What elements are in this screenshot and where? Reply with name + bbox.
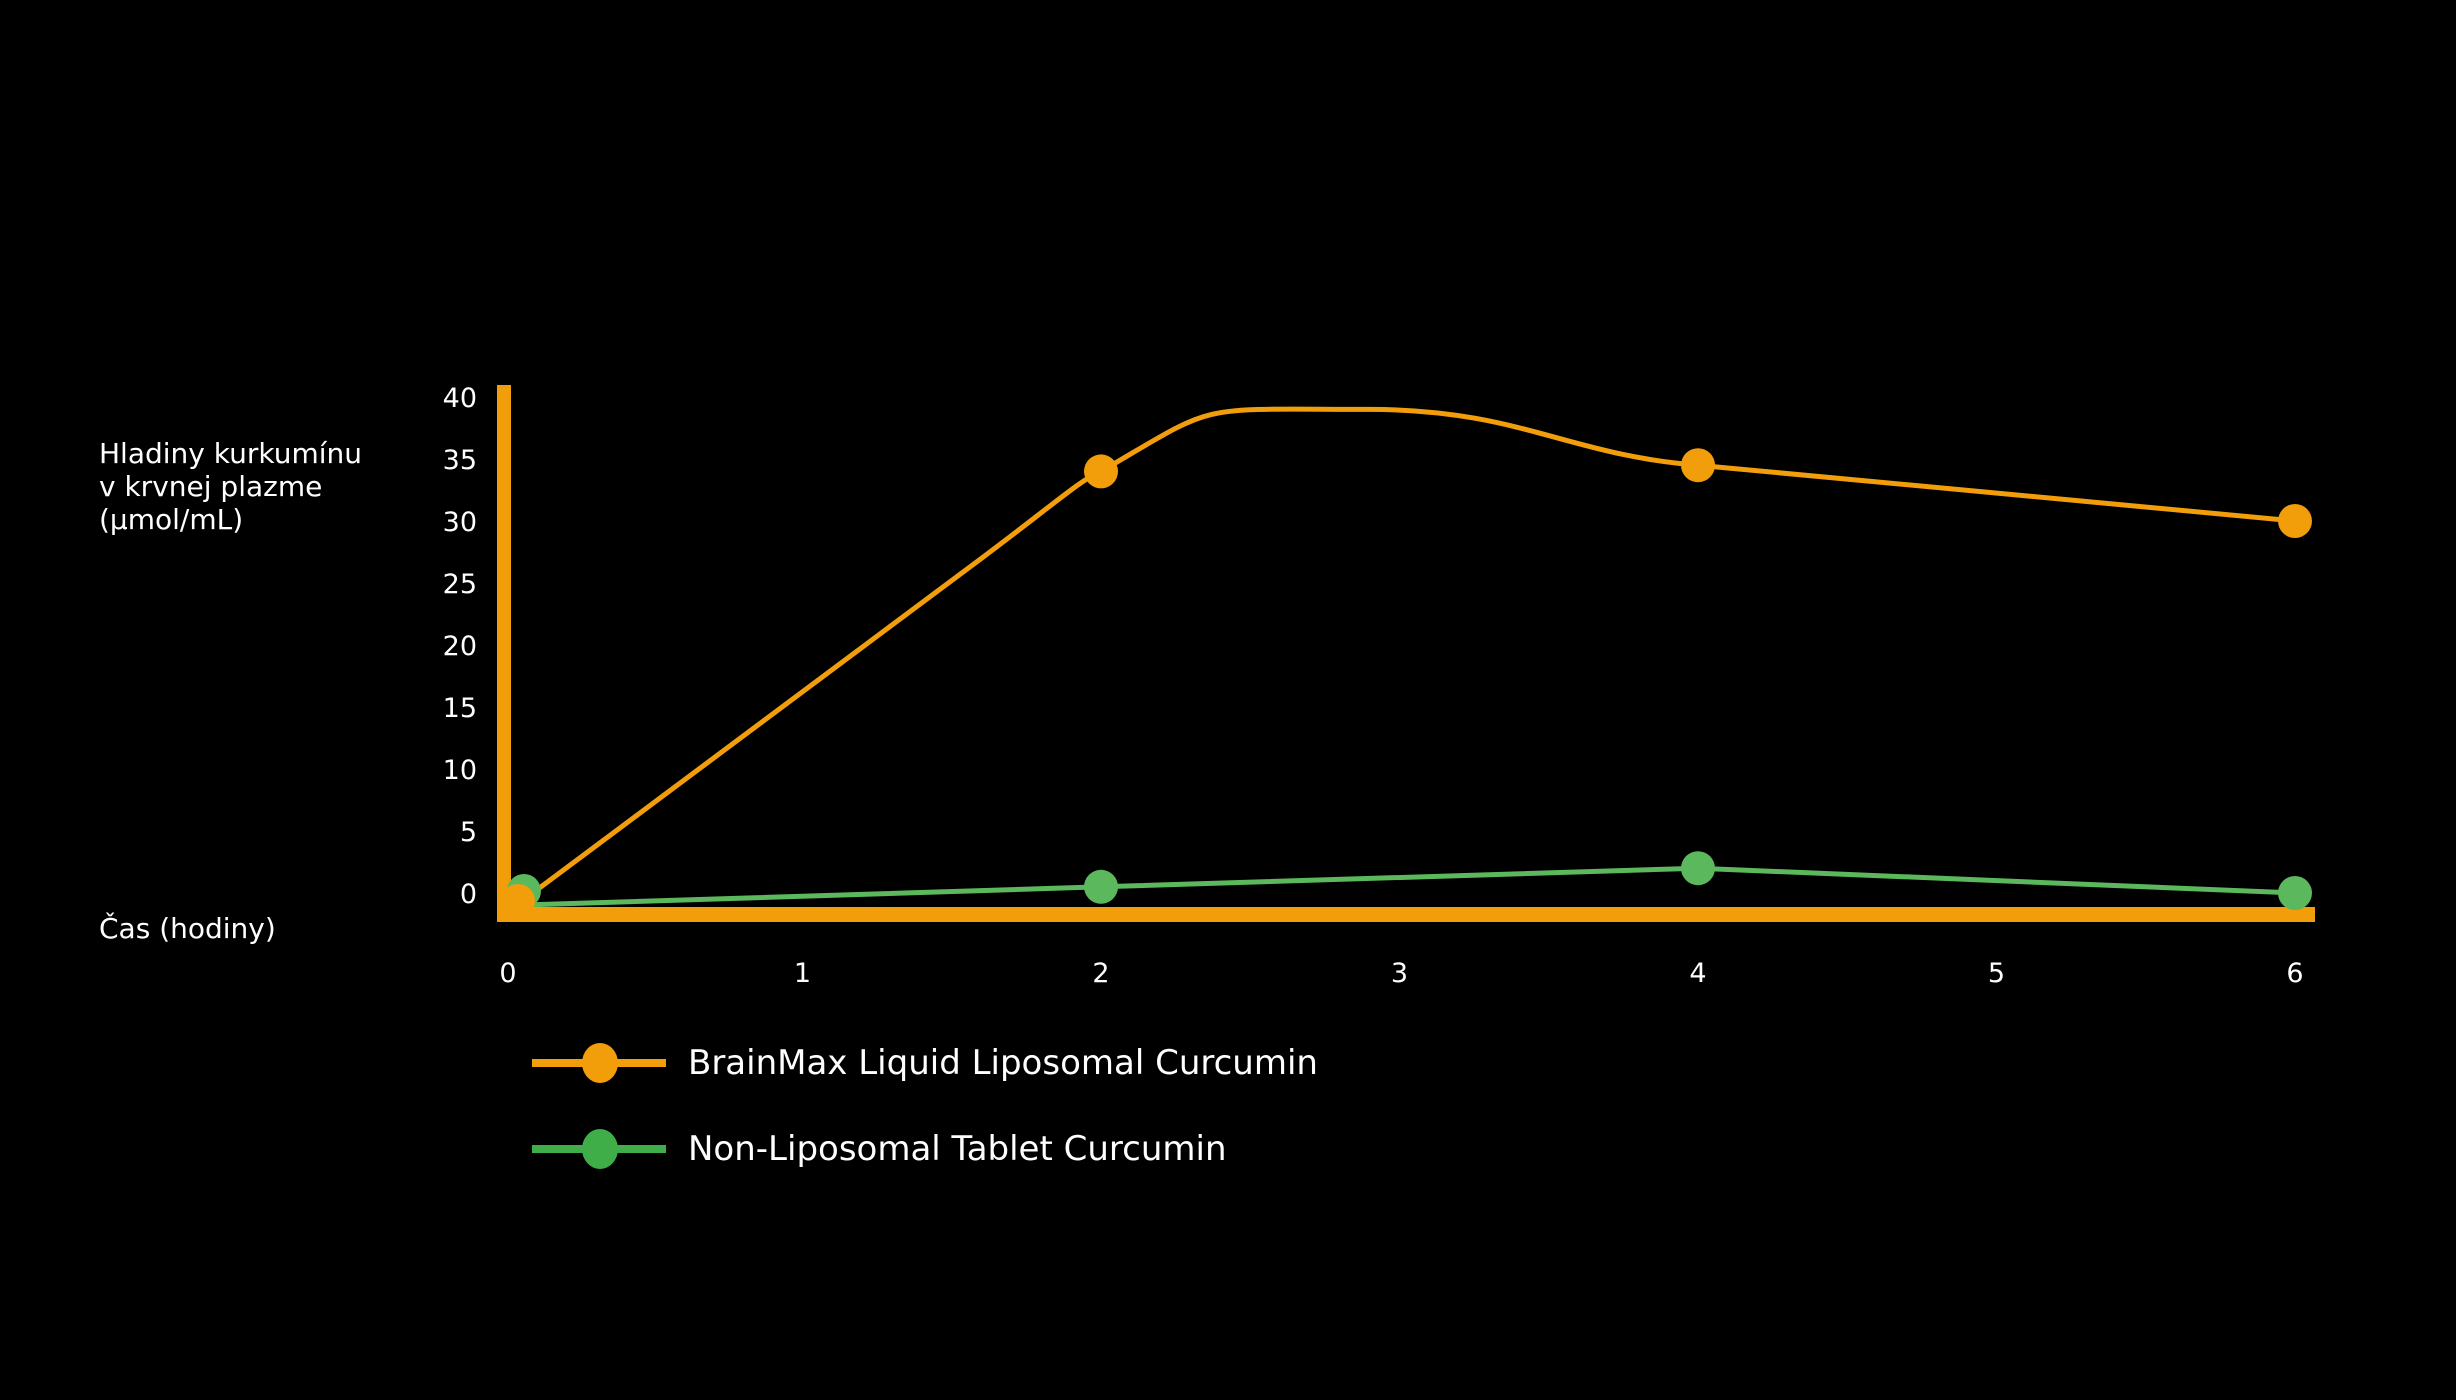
series-line-brainmax — [520, 406, 2296, 904]
data-point-brainmax — [1084, 454, 1118, 489]
y-tick-label: 40 — [443, 383, 477, 414]
legend: BrainMax Liquid Liposomal Curcumin Non-L… — [532, 1020, 1318, 1192]
series-line-non-liposomal — [523, 865, 2296, 908]
data-point-non-liposomal — [1681, 851, 1715, 886]
x-tick-label: 3 — [1391, 958, 1408, 989]
x-axis-label: Čas (hodiny) — [99, 912, 276, 945]
data-point-non-liposomal — [1084, 869, 1118, 904]
x-tick-label: 5 — [1988, 958, 2005, 989]
data-point-brainmax — [501, 884, 535, 918]
x-axis-line — [497, 907, 2315, 922]
y-tick-label: 25 — [443, 569, 477, 600]
legend-label: BrainMax Liquid Liposomal Curcumin — [688, 1043, 1318, 1083]
y-axis-label: Hladiny kurkumínu v krvnej plazme (µmol/… — [99, 437, 363, 536]
data-point-brainmax — [2278, 504, 2312, 538]
x-tick-label: 0 — [499, 958, 516, 989]
x-tick-label: 4 — [1689, 958, 1706, 989]
y-tick-label: 30 — [443, 507, 477, 538]
y-tick-label: 10 — [443, 755, 477, 786]
x-tick-label: 2 — [1092, 958, 1109, 989]
legend-label: Non-Liposomal Tablet Curcumin — [688, 1129, 1227, 1169]
y-axis-line — [497, 385, 511, 922]
legend-item-non-liposomal: Non-Liposomal Tablet Curcumin — [532, 1106, 1318, 1192]
data-point-non-liposomal — [2278, 876, 2312, 910]
y-tick-label: 0 — [460, 879, 477, 910]
legend-marker-green-icon — [532, 1129, 666, 1169]
x-tick-label: 1 — [794, 958, 811, 989]
y-tick-label: 35 — [443, 445, 477, 476]
y-tick-label: 20 — [443, 631, 477, 662]
y-tick-label: 5 — [460, 817, 477, 848]
y-tick-label: 15 — [443, 693, 477, 724]
data-point-brainmax — [1681, 448, 1715, 483]
legend-marker-orange-icon — [532, 1043, 666, 1083]
x-tick-label: 6 — [2286, 958, 2303, 989]
legend-item-brainmax: BrainMax Liquid Liposomal Curcumin — [532, 1020, 1318, 1106]
line-chart: 40 35 30 25 20 15 10 5 0 0 1 2 3 4 5 6 — [443, 383, 2315, 989]
